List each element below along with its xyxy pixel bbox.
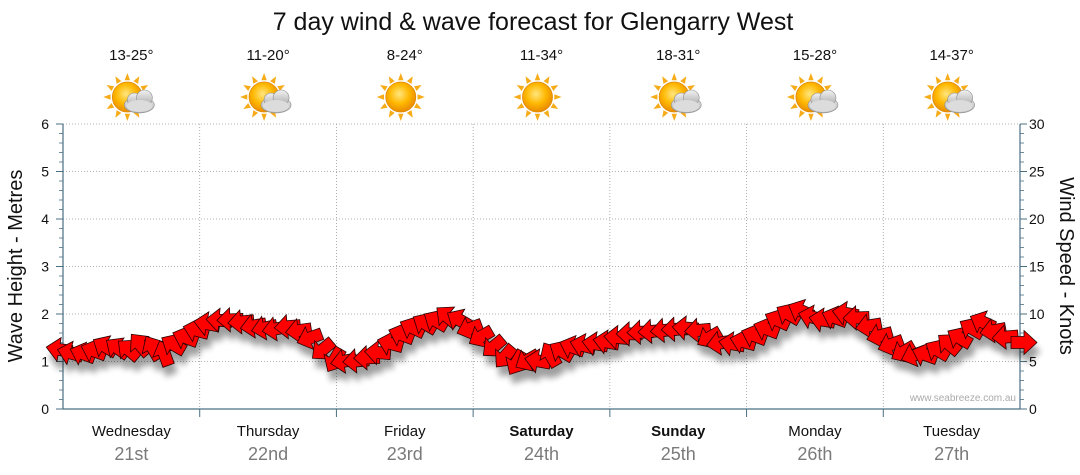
temp-range: 14-37° bbox=[929, 47, 973, 64]
day-name-friday: Friday bbox=[384, 423, 426, 440]
right-tick-label: 5 bbox=[1029, 354, 1037, 370]
day-date: 26th bbox=[797, 444, 832, 464]
day-name-wednesday: Wednesday bbox=[92, 423, 171, 440]
temp-range: 18-31° bbox=[656, 47, 700, 64]
day-date: 23rd bbox=[387, 444, 423, 464]
temp-range: 8-24° bbox=[387, 47, 423, 64]
wind-arrow bbox=[161, 333, 188, 357]
sun-cloud-icon bbox=[786, 73, 839, 121]
axis-ticks: 0 1 2 3 4 5 6 0 5 10 15 20 25 30 bbox=[41, 116, 1045, 417]
right-tick-label: 25 bbox=[1029, 164, 1045, 180]
wind-arrow bbox=[1010, 329, 1038, 356]
right-tick-label: 20 bbox=[1029, 211, 1045, 227]
day-date: 25th bbox=[661, 444, 696, 464]
wind-arrow bbox=[284, 317, 313, 344]
day-labels: Wednesday 21st Thursday 22nd Friday 23rd Satur… bbox=[92, 423, 981, 464]
temp-range: 11-20° bbox=[246, 47, 289, 64]
right-axis-title: Wind Speed - Knots bbox=[1055, 177, 1077, 355]
right-tick-label: 30 bbox=[1029, 116, 1045, 132]
left-tick-label: 5 bbox=[41, 164, 49, 180]
weather-row: 13-25° 11-20° 8-24° 11-34° 18-31° 15-28° 14-37… bbox=[103, 47, 975, 121]
wind-arrows bbox=[45, 298, 1038, 375]
sun-cloud-icon bbox=[103, 73, 155, 121]
temp-range: 13-25° bbox=[109, 47, 153, 64]
left-tick-label: 1 bbox=[41, 354, 49, 370]
sun-icon bbox=[376, 73, 425, 121]
sun-cloud-icon bbox=[240, 73, 292, 121]
day-name-saturday: Saturday bbox=[509, 423, 574, 440]
left-tick-label: 0 bbox=[41, 401, 49, 417]
day-name-sunday: Sunday bbox=[651, 423, 706, 440]
wind-arrow bbox=[991, 324, 1020, 350]
wind-arrow bbox=[683, 317, 712, 344]
temp-range: 11-34° bbox=[520, 47, 563, 64]
day-name-tuesday: Tuesday bbox=[923, 423, 980, 440]
sun-cloud-icon bbox=[923, 73, 975, 121]
wind-arrow bbox=[842, 305, 870, 331]
wind-arrow bbox=[312, 336, 337, 360]
left-tick-label: 6 bbox=[41, 116, 49, 132]
chart-title: 7 day wind & wave forecast for Glengarry… bbox=[273, 8, 794, 36]
right-tick-label: 10 bbox=[1029, 306, 1045, 322]
day-date: 27th bbox=[934, 444, 969, 464]
day-date: 24th bbox=[524, 444, 559, 464]
wind-arrow bbox=[854, 313, 883, 339]
temp-range: 15-28° bbox=[793, 47, 837, 64]
right-tick-label: 15 bbox=[1029, 259, 1045, 275]
day-name-monday: Monday bbox=[788, 423, 842, 440]
wind-arrow bbox=[938, 334, 963, 358]
wind-arrow bbox=[947, 326, 974, 350]
wind-arrow bbox=[877, 332, 906, 357]
wind-arrow bbox=[468, 324, 496, 348]
day-date: 21st bbox=[114, 444, 148, 464]
left-axis-title: Wave Height - Metres bbox=[5, 170, 27, 363]
watermark: www.seabreeze.com.au bbox=[909, 393, 1016, 404]
day-name-thursday: Thursday bbox=[237, 423, 300, 440]
sun-icon bbox=[513, 73, 562, 121]
right-tick-label: 0 bbox=[1029, 401, 1037, 417]
day-date: 22nd bbox=[248, 444, 288, 464]
left-tick-label: 3 bbox=[41, 259, 49, 275]
left-tick-label: 2 bbox=[41, 306, 49, 322]
wind-arrow bbox=[296, 325, 325, 351]
sun-cloud-icon bbox=[650, 73, 702, 121]
left-tick-label: 4 bbox=[41, 211, 49, 227]
